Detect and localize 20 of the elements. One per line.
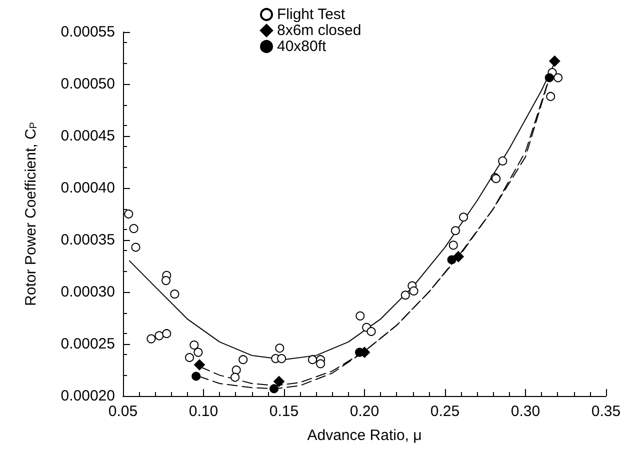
x-tick-label: 0.10 (188, 403, 218, 420)
x-tick-label: 0.25 (430, 403, 460, 420)
legend-label: 8x6m closed (277, 22, 362, 39)
x-tick-label: 0.35 (591, 403, 621, 420)
y-tick-label: 0.00035 (60, 232, 115, 248)
legend-label: Flight Test (277, 6, 346, 23)
y-axis-title: Rotor Power Coefficient, CP (22, 122, 40, 306)
y-tick-label: 0.00050 (60, 76, 115, 92)
y-tick-label: 0.00025 (60, 336, 115, 352)
y-tick-label: 0.00040 (60, 180, 115, 196)
y-tick-label: 0.00030 (60, 284, 115, 300)
y-tick-label: 0.00055 (60, 24, 115, 40)
x-tick-label: 0.05 (108, 403, 138, 420)
legend-label: 40x80ft (277, 38, 328, 55)
x-tick-label: 0.15 (269, 403, 299, 420)
x-tick-label: 0.30 (510, 403, 540, 420)
y-tick-label: 0.00020 (60, 388, 115, 404)
x-tick-label: 0.20 (350, 403, 380, 420)
x-axis-title: Advance Ratio, μ (307, 427, 422, 444)
y-tick-label: 0.00045 (60, 128, 115, 144)
